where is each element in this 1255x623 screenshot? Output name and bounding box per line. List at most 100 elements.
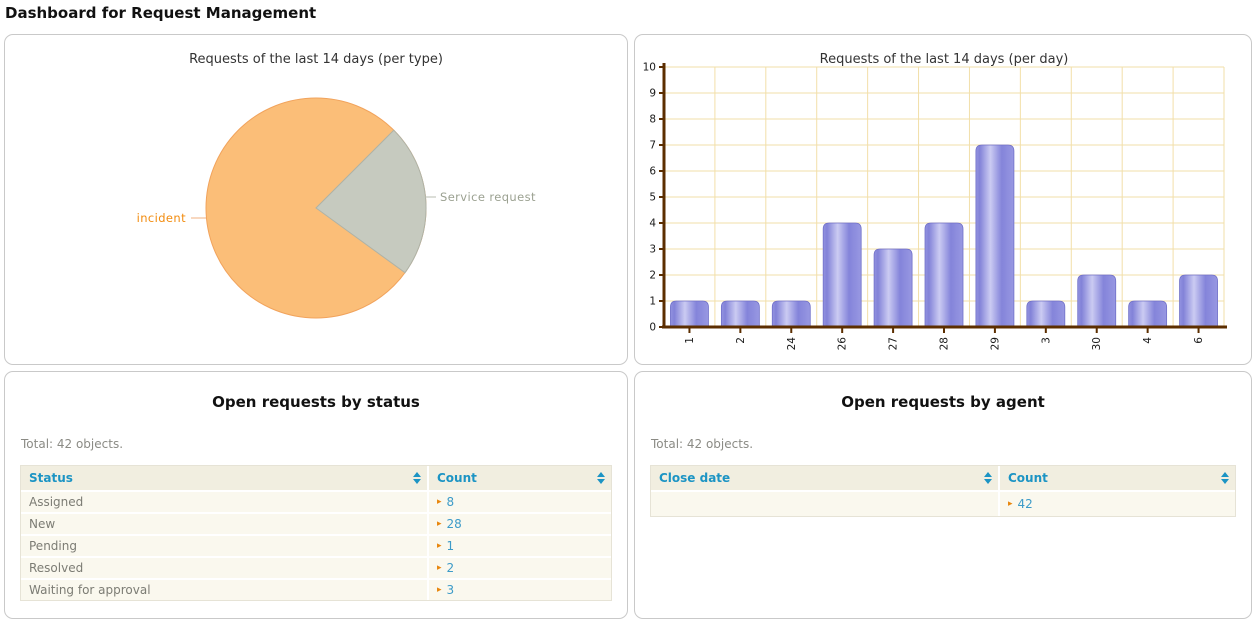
sort-desc-icon	[1221, 479, 1229, 484]
bar-chart: Requests of the last 14 days (per day) 0…	[643, 52, 1227, 351]
count-link[interactable]: 1	[446, 539, 455, 553]
row-count-cell: ▸ 1	[429, 536, 611, 556]
x-tick-label: 4	[1142, 337, 1154, 344]
column-header-status-label: Status	[29, 471, 73, 485]
drilldown-arrow-icon: ▸	[437, 585, 442, 595]
y-tick-label: 7	[649, 140, 656, 152]
sort-desc-icon	[413, 479, 421, 484]
pie-slice-service-request[interactable]	[315, 129, 427, 274]
y-tick-label: 2	[649, 270, 656, 282]
row-label-cell	[651, 492, 998, 516]
pie-chart-title: Requests of the last 14 days (per type)	[189, 52, 443, 67]
sort-desc-icon	[984, 479, 992, 484]
x-tick-label: 3	[1040, 337, 1052, 344]
row-label-cell: Assigned	[21, 492, 427, 512]
y-tick-label: 9	[649, 88, 656, 100]
drilldown-arrow-icon: ▸	[437, 519, 442, 529]
x-tick-label: 27	[888, 337, 900, 350]
count-link[interactable]: 3	[446, 583, 455, 597]
agent-table-header: Close date Count	[651, 466, 1235, 490]
bar[interactable]	[1179, 274, 1218, 328]
row-count-cell: ▸ 3	[429, 580, 611, 600]
bar[interactable]	[1026, 300, 1066, 328]
row-count-cell: ▸ 42	[1000, 492, 1235, 516]
y-tick-label: 6	[649, 166, 656, 178]
row-label-cell: Waiting for approval	[21, 580, 427, 600]
sort-icon[interactable]	[413, 472, 421, 484]
bars	[670, 144, 1218, 328]
sort-desc-icon	[597, 479, 605, 484]
y-tick-label: 3	[649, 244, 656, 256]
grid-lines	[664, 66, 1225, 327]
y-tick-label: 0	[649, 322, 656, 334]
y-tick-label: 5	[649, 192, 656, 204]
bar[interactable]	[822, 222, 862, 328]
table-row: Pending ▸ 1	[21, 536, 611, 556]
count-link[interactable]: 28	[446, 517, 462, 531]
agent-table-body: ▸ 42	[651, 492, 1235, 516]
x-tick-label: 28	[939, 337, 951, 350]
status-panel-title: Open requests by status	[212, 393, 420, 411]
table-row: New ▸ 28	[21, 514, 611, 534]
y-tick-label: 1	[649, 296, 656, 308]
bar[interactable]	[1077, 274, 1117, 328]
x-tick-label: 30	[1091, 337, 1103, 350]
sort-asc-icon	[413, 472, 421, 477]
table-row: Assigned ▸ 8	[21, 492, 611, 512]
sort-icon[interactable]	[984, 472, 992, 484]
sort-icon[interactable]	[1221, 472, 1229, 484]
drilldown-arrow-icon: ▸	[437, 541, 442, 551]
column-header-status[interactable]: Status	[21, 466, 427, 490]
bar[interactable]	[873, 248, 913, 328]
y-tick-label: 4	[649, 218, 656, 230]
bar[interactable]	[924, 222, 964, 328]
agent-panel: Open requests by agent Total: 42 objects…	[634, 371, 1252, 619]
row-count-cell: ▸ 8	[429, 492, 611, 512]
column-header-count[interactable]: Count	[1000, 466, 1235, 490]
axis-labels: 0 1 2 3 4 5 6 7 8 9 10 1 2 24 26 27 28 29 3 30 4 6	[643, 62, 1205, 351]
row-count-cell: ▸ 2	[429, 558, 611, 578]
pie-chart: Requests of the last 14 days (per type) …	[137, 52, 536, 319]
drilldown-arrow-icon: ▸	[1008, 499, 1013, 509]
bar[interactable]	[1128, 300, 1168, 328]
agent-total: Total: 42 objects.	[651, 437, 754, 451]
count-link[interactable]: 8	[446, 495, 455, 509]
column-header-count-label: Count	[1008, 471, 1048, 485]
column-header-count[interactable]: Count	[429, 466, 611, 490]
x-tick-label: 26	[837, 337, 849, 351]
table-row: ▸ 42	[651, 492, 1235, 516]
x-tick-label: 2	[735, 337, 747, 344]
page-title: Dashboard for Request Management	[5, 4, 317, 22]
column-header-close-date[interactable]: Close date	[651, 466, 998, 490]
bar[interactable]	[720, 300, 760, 328]
column-header-count-label: Count	[437, 471, 477, 485]
status-table-header: Status Count	[21, 466, 611, 490]
pie-label-incident: incident	[137, 211, 186, 225]
column-header-close-date-label: Close date	[659, 471, 731, 485]
sort-asc-icon	[597, 472, 605, 477]
agent-table: Close date Count ▸ 42	[650, 465, 1236, 517]
drilldown-arrow-icon: ▸	[437, 497, 442, 507]
x-tick-label: 1	[684, 337, 696, 344]
x-tick-label: 24	[786, 337, 798, 351]
x-tick-label: 6	[1193, 337, 1205, 344]
bar[interactable]	[670, 300, 709, 328]
sort-asc-icon	[984, 472, 992, 477]
sort-asc-icon	[1221, 472, 1229, 477]
y-tick-label: 10	[643, 62, 656, 74]
agent-panel-title: Open requests by agent	[841, 393, 1045, 411]
count-link[interactable]: 2	[446, 561, 455, 575]
bar[interactable]	[975, 144, 1015, 328]
count-link[interactable]: 42	[1017, 497, 1033, 511]
bar[interactable]	[771, 300, 811, 328]
bar-chart-title: Requests of the last 14 days (per day)	[820, 52, 1069, 67]
x-tick-label: 29	[989, 337, 1001, 350]
row-label-cell: Resolved	[21, 558, 427, 578]
row-label-cell: Pending	[21, 536, 427, 556]
sort-icon[interactable]	[597, 472, 605, 484]
pie-label-service-request: Service request	[440, 190, 536, 204]
table-row: Waiting for approval ▸ 3	[21, 580, 611, 600]
row-label-cell: New	[21, 514, 427, 534]
axes	[659, 63, 1227, 333]
bar-chart-panel: Requests of the last 14 days (per day) 0…	[634, 34, 1252, 365]
